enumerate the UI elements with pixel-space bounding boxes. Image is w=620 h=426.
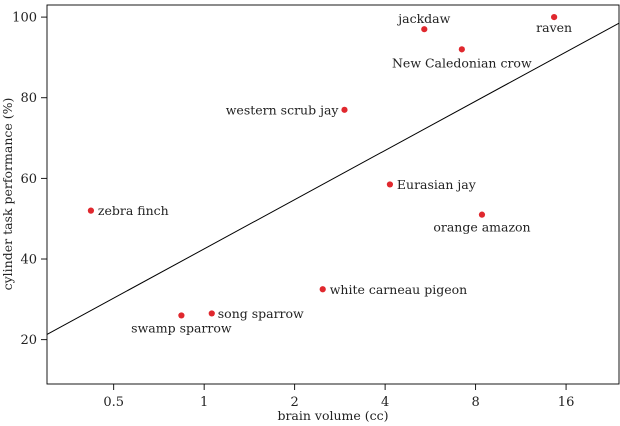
y-tick-label: 60 [20,172,37,187]
y-axis-title: cylinder task performance (%) [0,98,15,291]
y-tick-label: 80 [20,91,37,106]
data-point [421,26,428,33]
point-label: jackdaw [396,11,450,26]
point-label: New Caledonian crow [392,55,532,70]
point-label: song sparrow [218,306,304,321]
point-label: western scrub jay [226,102,340,117]
point-label: swamp sparrow [131,320,232,335]
point-label: zebra finch [98,203,169,218]
trend-line-group [46,22,620,335]
data-point [178,312,185,319]
x-tick-label: 8 [471,395,479,410]
plot-frame [46,4,620,385]
x-axis-ticks: 0.5 1 2 4 8 16 [103,384,574,410]
y-tick-label: 20 [20,333,37,348]
data-point [458,46,465,53]
x-axis-title: brain volume (cc) [277,408,388,423]
data-point [208,310,215,317]
x-tick-label: 16 [558,395,575,410]
x-tick-label: 0.5 [103,395,124,410]
data-point [551,13,558,21]
data-points [87,13,558,319]
data-point [386,181,394,188]
y-tick-label: 40 [20,253,37,268]
x-tick-label: 4 [381,395,389,410]
data-point [319,286,326,293]
data-point [341,106,348,113]
point-label: raven [536,20,572,35]
point-label: Eurasian jay [397,177,477,192]
x-tick-label: 2 [290,395,298,410]
data-point [478,211,486,218]
point-label: white carneau pigeon [330,282,467,297]
trend-line [46,22,620,335]
data-point [87,207,95,214]
point-label: orange amazon [433,220,530,235]
y-tick-label: 100 [12,11,37,26]
x-tick-label: 1 [200,395,208,410]
y-axis-ticks: 20 40 60 80 100 [12,11,47,348]
